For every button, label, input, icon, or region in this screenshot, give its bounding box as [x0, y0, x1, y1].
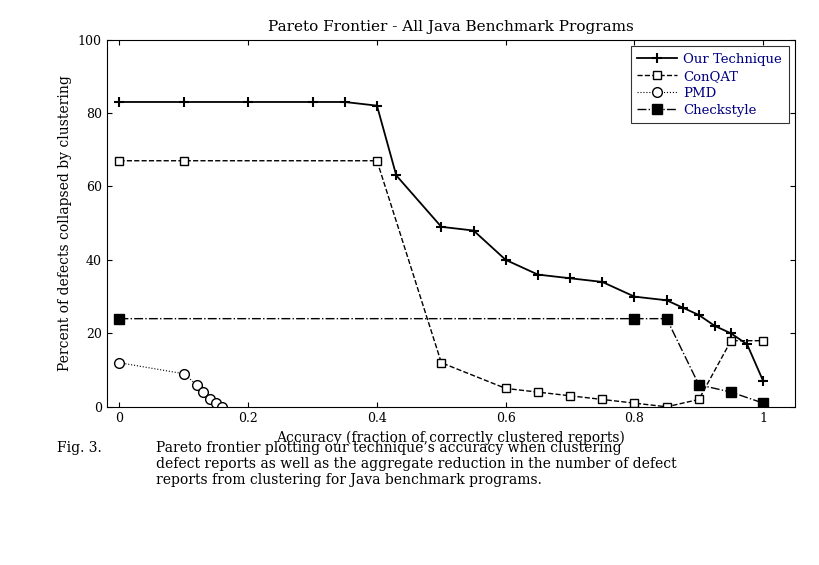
- Checkstyle: [725, 389, 735, 396]
- PMD: [217, 403, 227, 410]
- PMD: [210, 400, 220, 407]
- Line: ConQAT: ConQAT: [115, 157, 767, 411]
- ConQAT: [661, 403, 671, 410]
- PMD: [115, 359, 124, 366]
- ConQAT: [725, 337, 735, 344]
- Our Technique: [758, 377, 767, 384]
- ConQAT: [629, 400, 639, 407]
- Our Technique: [677, 304, 687, 311]
- X-axis label: Accuracy (fraction of correctly clustered reports): Accuracy (fraction of correctly clustere…: [276, 430, 625, 445]
- Our Technique: [468, 227, 477, 234]
- Our Technique: [564, 275, 574, 281]
- Our Technique: [339, 98, 349, 105]
- ConQAT: [532, 389, 542, 396]
- Our Technique: [500, 257, 510, 263]
- Checkstyle: [758, 400, 767, 407]
- ConQAT: [372, 157, 382, 164]
- Checkstyle: [115, 315, 124, 322]
- Line: Checkstyle: Checkstyle: [115, 314, 767, 408]
- Our Technique: [693, 312, 703, 319]
- ConQAT: [436, 359, 446, 366]
- PMD: [192, 381, 201, 388]
- ConQAT: [596, 396, 606, 403]
- Text: Pareto frontier plotting our technique’s accuracy when clustering
defect reports: Pareto frontier plotting our technique’s…: [156, 441, 676, 487]
- Our Technique: [725, 330, 735, 337]
- Our Technique: [115, 98, 124, 105]
- Y-axis label: Percent of defects collapsed by clustering: Percent of defects collapsed by clusteri…: [58, 75, 72, 371]
- Line: Our Technique: Our Technique: [115, 97, 767, 386]
- Line: PMD: PMD: [115, 358, 227, 412]
- Our Technique: [709, 323, 719, 329]
- Our Technique: [391, 172, 400, 179]
- Our Technique: [243, 98, 253, 105]
- PMD: [205, 396, 215, 403]
- Our Technique: [741, 341, 751, 347]
- Title: Pareto Frontier - All Java Benchmark Programs: Pareto Frontier - All Java Benchmark Pro…: [268, 20, 633, 34]
- Our Technique: [532, 271, 542, 278]
- Our Technique: [179, 98, 188, 105]
- ConQAT: [564, 392, 574, 399]
- PMD: [179, 371, 188, 377]
- Our Technique: [661, 297, 671, 304]
- Checkstyle: [693, 381, 703, 388]
- ConQAT: [179, 157, 188, 164]
- ConQAT: [115, 157, 124, 164]
- Text: Fig. 3.: Fig. 3.: [57, 441, 102, 455]
- Our Technique: [629, 293, 639, 300]
- ConQAT: [693, 396, 703, 403]
- ConQAT: [500, 385, 510, 392]
- Our Technique: [372, 102, 382, 109]
- Our Technique: [596, 279, 606, 285]
- ConQAT: [758, 337, 767, 344]
- Legend: Our Technique, ConQAT, PMD, Checkstyle: Our Technique, ConQAT, PMD, Checkstyle: [630, 46, 788, 123]
- Our Technique: [436, 223, 446, 231]
- Checkstyle: [629, 315, 639, 322]
- PMD: [198, 389, 208, 396]
- Our Technique: [307, 98, 317, 105]
- Checkstyle: [661, 315, 671, 322]
